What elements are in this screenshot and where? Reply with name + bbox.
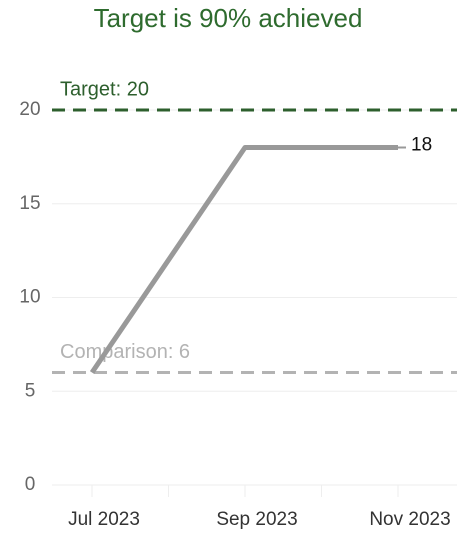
chart-title: Target is 90% achieved: [94, 3, 363, 33]
x-tick-label: Jul 2023: [68, 509, 140, 530]
y-tick-label: 10: [19, 287, 40, 308]
data-line: [89, 145, 398, 374]
y-tick-label: 20: [19, 99, 40, 120]
reference-label: Target: 20: [60, 78, 149, 100]
y-tick-label: 5: [25, 380, 36, 401]
y-tick-label: 0: [25, 474, 36, 495]
x-tick-label: Nov 2023: [369, 509, 450, 530]
x-tick-label: Sep 2023: [216, 509, 297, 530]
data-label: 18: [411, 135, 432, 156]
y-tick-label: 15: [19, 193, 40, 214]
reference-label: Comparison: 6: [60, 341, 190, 363]
